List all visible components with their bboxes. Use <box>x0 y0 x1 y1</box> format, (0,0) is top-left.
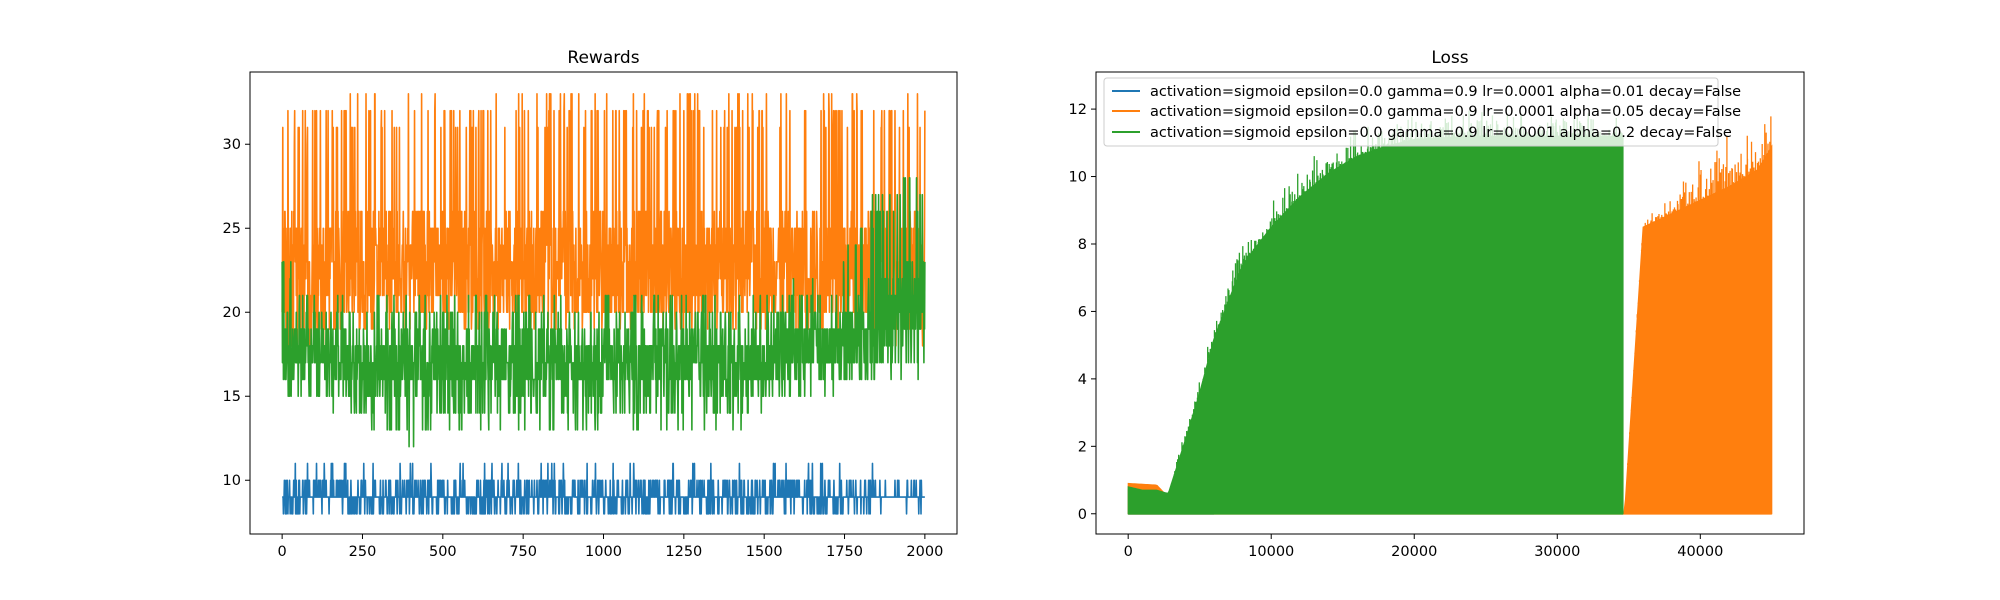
loss-xtick-label: 10000 <box>1248 544 1294 560</box>
rewards-ytick-label: 10 <box>223 473 241 489</box>
loss-ytick-label: 4 <box>1078 372 1087 388</box>
loss-ytick-label: 10 <box>1069 170 1087 186</box>
loss-axes-frame <box>1095 71 1805 535</box>
rewards-series-1-line <box>281 462 926 515</box>
rewards-xtick-label: 0 <box>278 544 287 560</box>
rewards-plot-area <box>281 93 926 515</box>
loss-ytick-label: 8 <box>1078 237 1087 253</box>
rewards-ytick-label: 15 <box>223 389 241 405</box>
loss-ytick-label: 12 <box>1069 102 1087 118</box>
loss-chart: Loss 0 10000 20000 30000 40000 0 2 4 6 8 10 12 acti… <box>1069 48 1805 560</box>
rewards-series-2 <box>281 93 926 364</box>
legend-label-alpha-0.05: activation=sigmoid epsilon=0.0 gamma=0.9… <box>1150 104 1741 120</box>
rewards-xtick-label: 1000 <box>585 544 622 560</box>
rewards-ytick-label: 30 <box>223 137 241 153</box>
rewards-series-3 <box>281 177 926 448</box>
rewards-series-3-line <box>281 177 926 448</box>
rewards-title: Rewards <box>567 48 639 68</box>
rewards-axes-frame <box>249 71 958 535</box>
rewards-series-2-line <box>281 93 926 364</box>
loss-series-2-spikes <box>1627 116 1772 465</box>
loss-axes: 0 10000 20000 30000 40000 0 2 4 6 8 10 12 <box>1069 102 1724 560</box>
loss-ytick-label: 6 <box>1078 304 1087 320</box>
legend-label-alpha-0.2: activation=sigmoid epsilon=0.0 gamma=0.9… <box>1150 125 1732 141</box>
rewards-series-1 <box>281 462 926 515</box>
legend-label-alpha-0.01: activation=sigmoid epsilon=0.0 gamma=0.9… <box>1150 84 1741 100</box>
rewards-xtick-label: 500 <box>429 544 457 560</box>
loss-ytick-label: 2 <box>1078 439 1087 455</box>
loss-xtick-label: 30000 <box>1534 544 1580 560</box>
rewards-xtick-label: 1500 <box>746 544 783 560</box>
rewards-chart: Rewards 0 250 500 750 1000 1250 1500 1750 2000 10… <box>223 48 958 560</box>
rewards-xtick-label: 1250 <box>665 544 702 560</box>
rewards-xtick-label: 2000 <box>906 544 943 560</box>
rewards-ytick-label: 25 <box>223 221 241 237</box>
rewards-xtick-label: 750 <box>509 544 537 560</box>
loss-legend: activation=sigmoid epsilon=0.0 gamma=0.9… <box>1103 77 1741 147</box>
loss-ytick-label: 0 <box>1078 507 1087 523</box>
rewards-ytick-label: 20 <box>223 305 241 321</box>
rewards-xtick-label: 1750 <box>826 544 863 560</box>
loss-title: Loss <box>1431 48 1468 68</box>
loss-plot-area <box>1127 110 1773 515</box>
loss-xtick-label: 0 <box>1124 544 1133 560</box>
rewards-xtick-label: 250 <box>349 544 377 560</box>
rewards-axes: 0 250 500 750 1000 1250 1500 1750 2000 10 15 20 25 30 <box>223 137 944 560</box>
loss-xtick-label: 20000 <box>1391 544 1437 560</box>
loss-xtick-label: 40000 <box>1677 544 1723 560</box>
legend-box <box>1103 77 1719 147</box>
